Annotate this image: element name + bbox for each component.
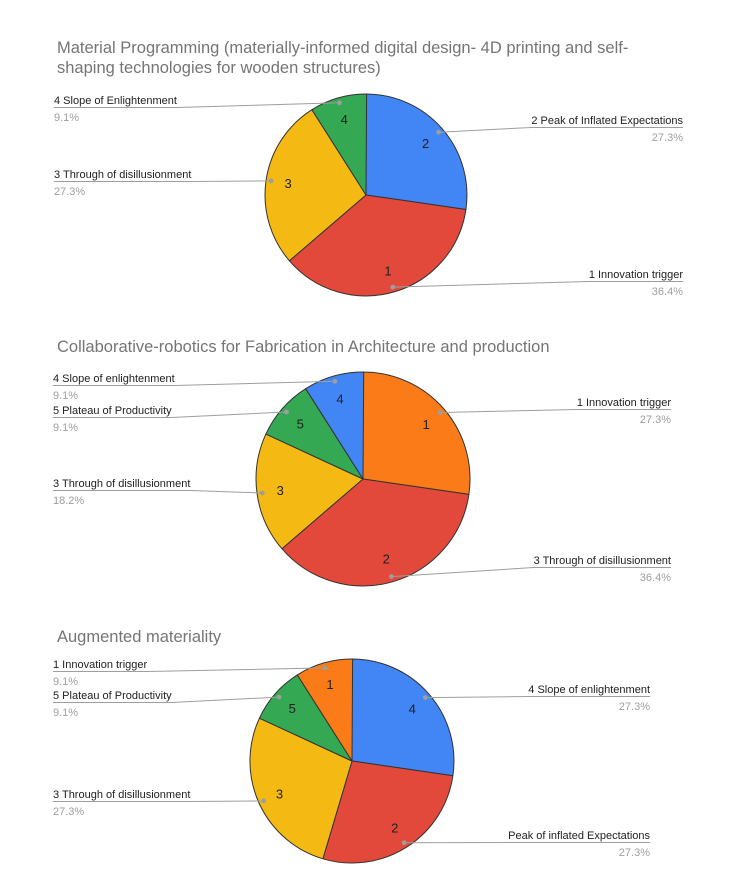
chart-title: Material Programming (materially-informe… [57,39,629,77]
slice-number-label: 4 [409,702,416,717]
callout-label: 3 Through of disillusionment [53,789,190,801]
callout-line [53,696,280,703]
callout-dot [389,574,394,579]
slice-number-label: 1 [384,263,391,278]
slice-number-label: 5 [289,701,296,716]
callout-label: 1 Innovation trigger [589,269,684,281]
callout-line [54,180,272,182]
slice-number-label: 3 [277,483,284,498]
callout-dot [436,129,441,135]
callout-label: 4 Slope of enlightenment [528,684,650,696]
callout-line [54,102,340,108]
callout-line [53,380,335,386]
callout-label: 1 Innovation trigger [577,397,672,409]
pie-slice-1[interactable] [362,371,471,495]
callout-label: Peak of inflated Expectations [508,830,650,842]
callout-dot [284,409,289,415]
callout-percent: 27.3% [54,186,85,198]
pie-slice-2[interactable] [281,478,470,587]
callout-line [53,411,287,418]
callout-label: 2 Peak of Inflated Expectations [531,115,683,127]
callout-dot [259,490,265,496]
callout-label: 3 Through of disillusionment [54,169,191,181]
callout-line [53,667,326,672]
callout-line [53,490,263,494]
callout-label: 5 Plateau of Productivity [53,405,172,417]
pie-slice-2[interactable] [322,760,454,864]
pie-slice-3[interactable] [255,433,364,550]
callout-dot [276,694,282,700]
callout-percent: 9.1% [53,422,78,434]
callout-label: 4 Slope of enlightenment [53,373,175,385]
callout-percent: 9.1% [54,112,79,124]
pie-chart-svg: 2 1 3 4 4 Slope of Enlightenment 9.1% 3 Throug… [54,93,684,298]
slice-number-label: 1 [422,417,429,432]
callout-dot [332,378,338,384]
slice-number-label: 2 [383,552,390,567]
callout-label: 3 Through of disillusionment [534,555,671,567]
chart-title: Collaborative-robotics for Fabrication i… [57,338,550,356]
slice-number-label: 4 [336,391,343,406]
callout-dot [337,100,342,106]
callout-line [438,127,683,133]
callout-dot [422,695,428,700]
callout-label: 3 Through of disillusionment [53,478,190,490]
pie-slice-4[interactable] [305,371,365,480]
callout-percent: 9.1% [53,676,78,688]
callout-dot [322,665,328,671]
callout-line [53,800,264,802]
callout-dot [268,178,274,184]
slice-number-label: 2 [422,136,429,151]
callout-percent: 9.1% [53,390,78,402]
callout-percent: 18.2% [53,495,84,507]
slice-number-label: 3 [276,786,283,801]
slice-number-label: 2 [391,821,398,836]
callout-line [391,567,671,578]
callout-label: 1 Innovation trigger [53,659,148,671]
slice-number-label: 4 [341,112,348,127]
pie-slice-1[interactable] [288,194,467,297]
slice-number-label: 1 [326,677,333,692]
callout-line [392,281,683,288]
callout-percent: 36.4% [640,572,671,584]
callout-label: 4 Slope of Enlightenment [54,95,177,107]
callout-label: 5 Plateau of Productivity [53,690,172,702]
slice-number-label: 5 [297,417,304,432]
callout-percent: 9.1% [53,707,78,719]
callout-percent: 27.3% [619,701,650,713]
pie-slice-3[interactable] [264,109,367,262]
callout-dot [390,284,396,290]
slice-number-label: 3 [284,176,291,191]
callout-percent: 27.3% [53,806,84,818]
pie-slice-4[interactable] [311,93,368,196]
callout-percent: 36.4% [652,286,683,298]
pie-slice-2[interactable] [365,93,468,210]
callout-percent: 27.3% [619,847,650,859]
callout-percent: 27.3% [640,414,671,426]
chart-title: Augmented materiality [57,628,222,646]
pie-chart-svg: 4 2 3 5 1 1 Innovation trigger 9.1% 5 Plateau o… [53,658,650,864]
callout-dot [261,798,267,804]
callout-line [425,696,650,699]
pie-slice-3[interactable] [249,717,353,860]
pie-slice-4[interactable] [351,658,455,777]
callout-dot [401,840,407,846]
callout-dot [437,410,443,415]
pie-chart-svg: 1 2 3 5 4 4 Slope of enlightenment 9.1% 5 Plate… [53,371,672,587]
callout-line [439,409,671,413]
pie-slice-1[interactable] [296,658,354,762]
callout-percent: 27.3% [652,132,683,144]
